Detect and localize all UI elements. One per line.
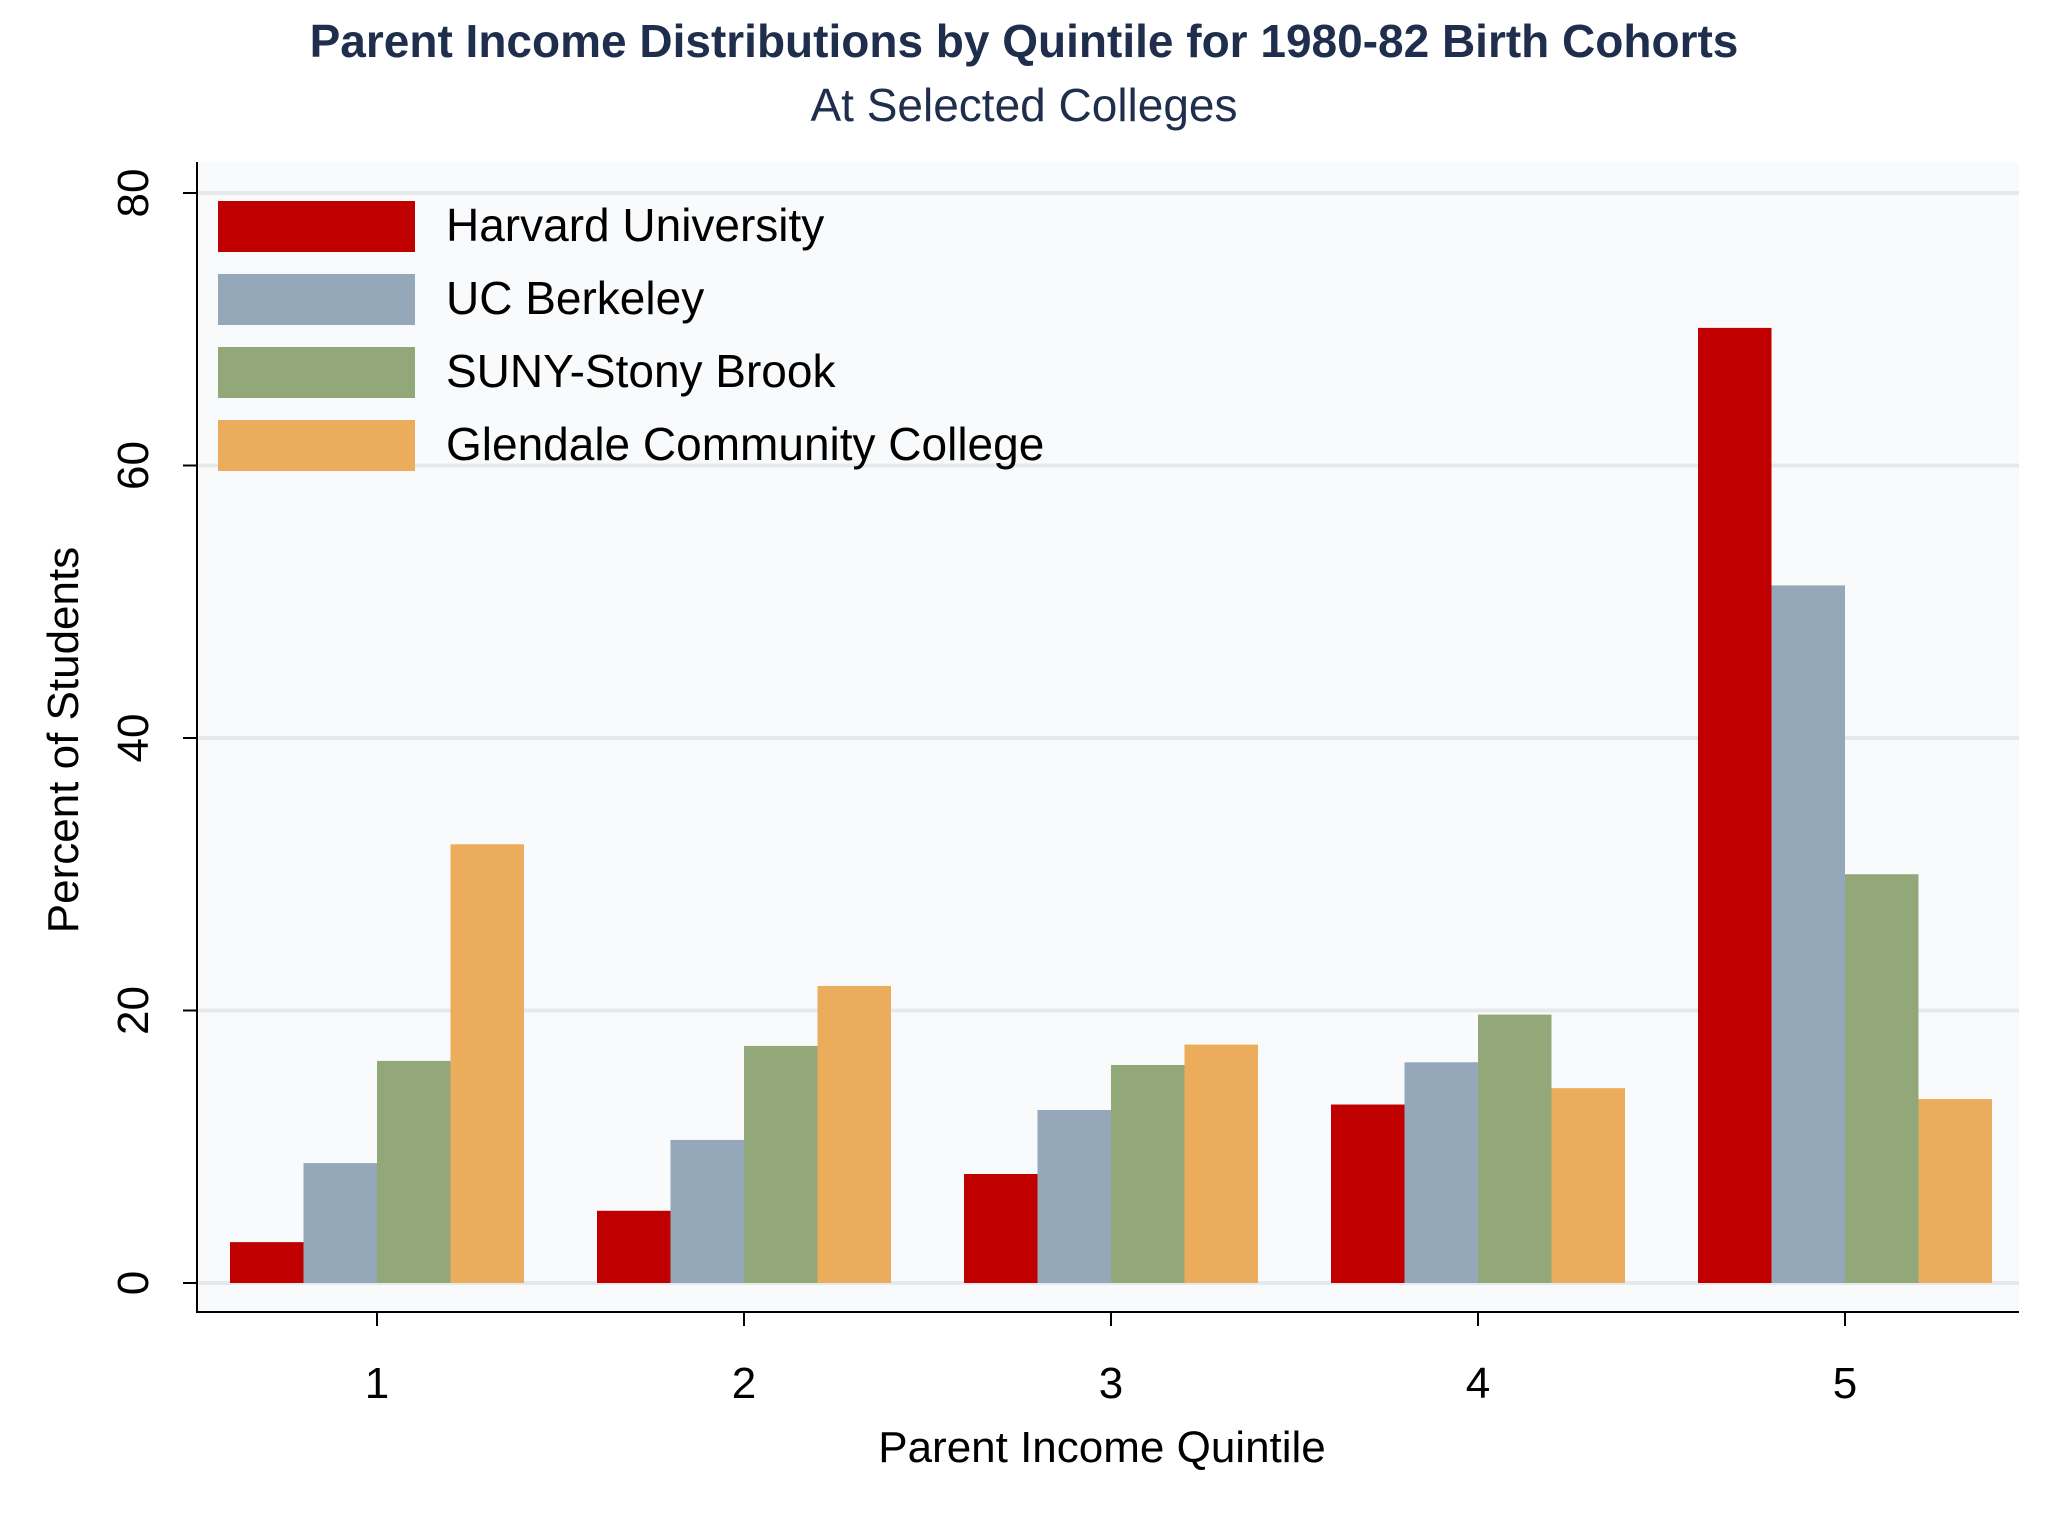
bars (230, 327, 1992, 1283)
bar (450, 844, 524, 1283)
bar (1771, 585, 1845, 1283)
legend-label: Harvard University (446, 199, 824, 251)
bar (1331, 1104, 1405, 1283)
bar (1478, 1014, 1552, 1283)
x-tick-label: 1 (365, 1359, 389, 1408)
bar (1037, 1109, 1111, 1283)
x-axis-label: Parent Income Quintile (878, 1423, 1326, 1472)
bar (744, 1045, 818, 1283)
bar (670, 1139, 744, 1283)
y-tick-label: 80 (109, 169, 158, 218)
legend-label: UC Berkeley (446, 272, 704, 324)
bar (1845, 874, 1919, 1283)
bar (1111, 1065, 1185, 1283)
x-tick-label: 2 (732, 1359, 756, 1408)
bar (377, 1060, 451, 1283)
bar (1918, 1099, 1992, 1283)
bar (817, 985, 891, 1283)
bar (597, 1210, 671, 1283)
y-tick-label: 0 (109, 1271, 158, 1295)
legend-swatch (218, 201, 415, 252)
x-ticks: 1 2 3 4 5 (365, 1312, 1857, 1408)
chart-subtitle: At Selected Colleges (810, 79, 1238, 131)
y-tick-label: 40 (109, 714, 158, 763)
legend-label: SUNY-Stony Brook (446, 345, 836, 397)
legend-swatch (218, 420, 415, 471)
y-axis-label: Percent of Students (39, 547, 88, 933)
legend-label: Glendale Community College (446, 418, 1044, 470)
x-tick-label: 3 (1099, 1359, 1123, 1408)
y-tick-label: 60 (109, 441, 158, 490)
x-tick-label: 5 (1833, 1359, 1857, 1408)
bar (230, 1242, 304, 1283)
bar (1551, 1088, 1625, 1283)
x-tick-label: 4 (1466, 1359, 1490, 1408)
bar (303, 1163, 377, 1283)
bar (964, 1174, 1038, 1283)
legend-swatch (218, 274, 415, 325)
y-tick-label: 20 (109, 986, 158, 1035)
bar (1184, 1044, 1258, 1283)
y-ticks: 0 20 40 60 80 (109, 169, 197, 1295)
bar (1698, 327, 1772, 1283)
bar (1404, 1062, 1478, 1283)
legend-swatch (218, 347, 415, 398)
chart-title: Parent Income Distributions by Quintile … (309, 15, 1739, 67)
legend: Harvard University UC Berkeley SUNY-Stony … (218, 199, 1044, 471)
